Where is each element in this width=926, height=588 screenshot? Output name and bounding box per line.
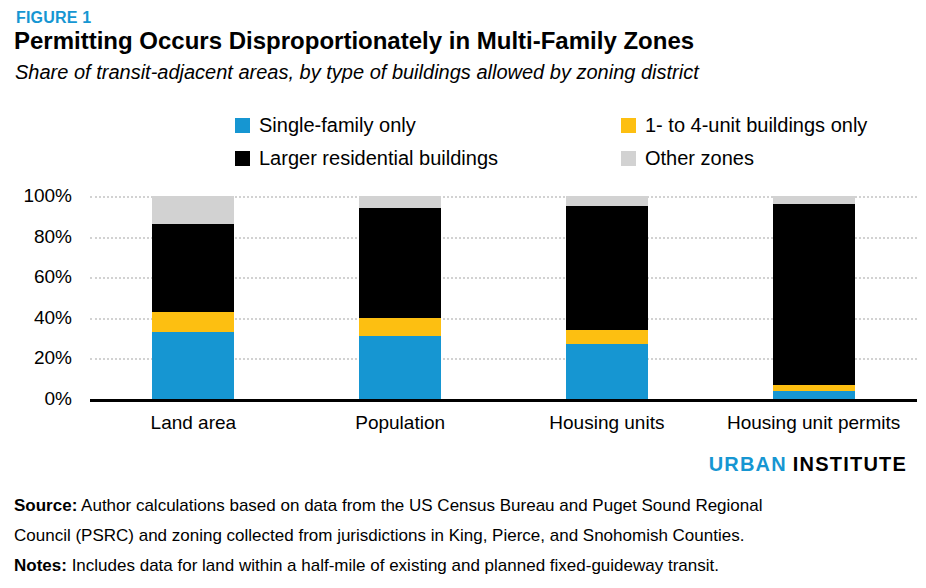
bar-segment-housing-units-other-zones — [566, 196, 648, 206]
x-axis-label-housing-unit-permits: Housing unit permits — [710, 412, 917, 434]
bar-segment-land-area-1-to-4-unit-buildings-only — [152, 312, 234, 332]
bar-segment-land-area-single-family-only — [152, 332, 234, 399]
legend-swatch-larger-residential-icon — [235, 151, 250, 166]
bar-housing-units — [566, 196, 648, 399]
bar-segment-housing-unit-permits-larger-residential-buildings — [773, 204, 855, 385]
y-tick-label-20: 20% — [0, 347, 72, 369]
legend-item-single-family: Single-family only — [235, 113, 621, 137]
legend-label-single-family: Single-family only — [259, 114, 416, 137]
source-text: Author calculations based on data from t… — [14, 496, 762, 545]
notes-text: Includes data for land within a half-mil… — [72, 556, 719, 575]
bar-segment-population-1-to-4-unit-buildings-only — [359, 318, 441, 336]
y-tick-label-40: 40% — [0, 307, 72, 329]
x-axis: Land areaPopulationHousing unitsHousing … — [90, 412, 917, 434]
chart-title: Permitting Occurs Disproportionately in … — [14, 27, 694, 55]
legend-item-other-zones: Other zones — [621, 146, 867, 170]
source-notes: Source: Author calculations based on dat… — [14, 491, 854, 581]
x-axis-label-land-area: Land area — [90, 412, 297, 434]
bar-segment-population-single-family-only — [359, 336, 441, 399]
bar-segment-population-other-zones — [359, 196, 441, 208]
legend-label-other-zones: Other zones — [645, 147, 754, 170]
bar-segment-housing-units-1-to-4-unit-buildings-only — [566, 330, 648, 344]
notes-line: Notes: Includes data for land within a h… — [14, 551, 854, 581]
notes-label: Notes: — [14, 556, 67, 575]
logo-urban-text: URBAN — [709, 453, 787, 475]
urban-institute-logo: URBAN INSTITUTE — [709, 453, 907, 476]
legend-swatch-other-zones-icon — [621, 151, 636, 166]
bar-segment-land-area-other-zones — [152, 196, 234, 224]
y-tick-label-80: 80% — [0, 226, 72, 248]
source-line: Source: Author calculations based on dat… — [14, 491, 854, 551]
bar-land-area — [152, 196, 234, 399]
chart-subtitle: Share of transit-adjacent areas, by type… — [15, 61, 699, 84]
bar-segment-housing-unit-permits-single-family-only — [773, 391, 855, 399]
legend-label-larger-residential: Larger residential buildings — [259, 147, 498, 170]
chart-legend: Single-family only 1- to 4-unit building… — [235, 113, 867, 170]
legend-swatch-single-family-icon — [235, 118, 250, 133]
bar-segment-population-larger-residential-buildings — [359, 208, 441, 318]
bar-segment-housing-unit-permits-other-zones — [773, 196, 855, 204]
legend-label-1-to-4-unit: 1- to 4-unit buildings only — [645, 114, 867, 137]
legend-item-larger-residential: Larger residential buildings — [235, 146, 621, 170]
logo-institute-text: INSTITUTE — [793, 453, 907, 475]
plot-area — [90, 196, 917, 402]
figure-label: FIGURE 1 — [16, 9, 91, 27]
x-axis-label-population: Population — [297, 412, 504, 434]
bar-segment-housing-units-single-family-only — [566, 344, 648, 399]
legend-swatch-1-to-4-unit-icon — [621, 118, 636, 133]
y-tick-label-60: 60% — [0, 266, 72, 288]
y-axis: 0%20%40%60%80%100% — [0, 196, 72, 399]
x-axis-label-housing-units: Housing units — [504, 412, 711, 434]
y-tick-label-0: 0% — [0, 388, 72, 410]
bar-segment-housing-units-larger-residential-buildings — [566, 206, 648, 330]
bar-segment-land-area-larger-residential-buildings — [152, 224, 234, 311]
bar-housing-unit-permits — [773, 196, 855, 399]
source-label: Source: — [14, 496, 77, 515]
y-tick-label-100: 100% — [0, 185, 72, 207]
legend-item-1-to-4-unit: 1- to 4-unit buildings only — [621, 113, 867, 137]
bar-population — [359, 196, 441, 399]
